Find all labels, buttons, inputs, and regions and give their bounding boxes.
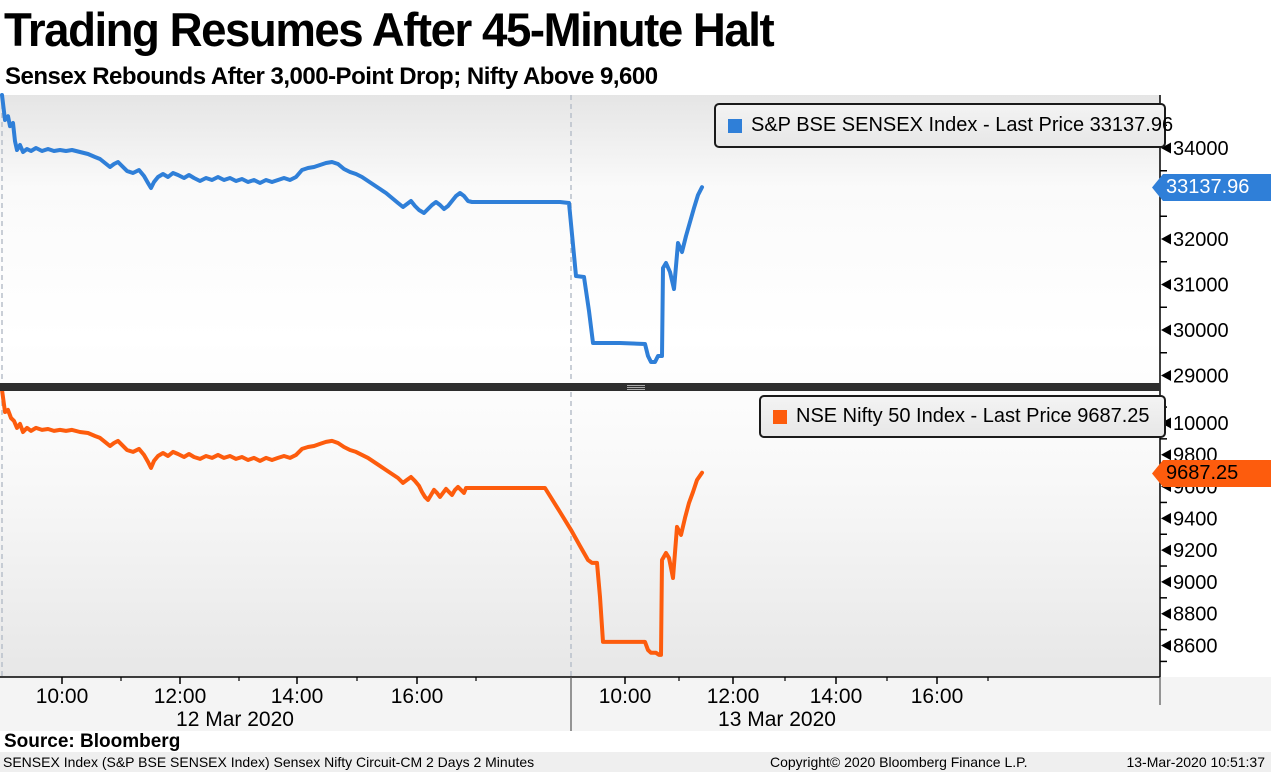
- x-axis-strip: [0, 677, 1271, 731]
- y-tick-label: 10000: [1173, 413, 1229, 435]
- x-tick-label: 12:00: [154, 685, 207, 708]
- footer-timestamp: 13-Mar-2020 10:51:37: [1126, 754, 1265, 770]
- legend-nifty[interactable]: NSE Nifty 50 Index - Last Price 9687.25: [759, 395, 1166, 438]
- y-tick-label: 31000: [1173, 274, 1229, 296]
- sensex-last-price-flag: 33137.96: [1152, 174, 1271, 201]
- y-tick-label: 8600: [1173, 636, 1218, 658]
- y-tick-arrow-icon: [1161, 576, 1171, 588]
- panel-divider: [0, 383, 1160, 391]
- legend-sensex-label: S&P BSE SENSEX Index - Last Price 33137.…: [751, 114, 1174, 136]
- y-tick-arrow-icon: [1161, 449, 1171, 461]
- nifty-last-price-flag: 9687.25: [1152, 460, 1271, 487]
- legend-sensex[interactable]: S&P BSE SENSEX Index - Last Price 33137.…: [714, 103, 1173, 148]
- y-tick-arrow-icon: [1161, 608, 1171, 620]
- y-tick-arrow-icon: [1161, 544, 1171, 556]
- x-tick-label: 14:00: [271, 685, 324, 708]
- y-tick-label: 9200: [1173, 540, 1218, 562]
- legend-nifty-label: NSE Nifty 50 Index - Last Price 9687.25: [796, 405, 1150, 427]
- footer-chart-description: SENSEX Index (S&P BSE SENSEX Index) Sens…: [3, 754, 535, 770]
- x-tick-label: 10:00: [36, 685, 89, 708]
- x-tick-label: 16:00: [391, 685, 444, 708]
- panel-splitter-handle[interactable]: [627, 384, 645, 390]
- y-tick-arrow-icon: [1161, 233, 1171, 245]
- y-tick-arrow-icon: [1161, 142, 1171, 154]
- x-tick-label: 14:00: [810, 685, 863, 708]
- nifty-swatch-icon: [773, 409, 787, 424]
- x-date-label: 13 Mar 2020: [718, 708, 836, 731]
- y-tick-label: 8800: [1173, 604, 1218, 626]
- sensex-swatch-icon: [728, 118, 742, 133]
- y-tick-label: 9400: [1173, 508, 1218, 530]
- y-tick-arrow-icon: [1161, 278, 1171, 290]
- y-tick-arrow-icon: [1161, 640, 1171, 652]
- y-tick-label: 9000: [1173, 572, 1218, 594]
- y-tick-arrow-icon: [1161, 369, 1171, 381]
- footer-copyright: Copyright© 2020 Bloomberg Finance L.P.: [770, 754, 1028, 770]
- y-tick-label: 34000: [1173, 138, 1229, 160]
- x-tick-label: 10:00: [599, 685, 652, 708]
- y-tick-arrow-icon: [1161, 512, 1171, 524]
- sensex-price-line: [0, 93, 704, 364]
- y-tick-label: 29000: [1173, 365, 1229, 387]
- footer-strip: SENSEX Index (S&P BSE SENSEX Index) Sens…: [0, 752, 1271, 772]
- y-tick-arrow-icon: [1161, 324, 1171, 336]
- y-tick-label: 32000: [1173, 229, 1229, 251]
- source-label: Source: Bloomberg: [4, 731, 181, 752]
- x-tick-label: 16:00: [911, 685, 964, 708]
- nifty-price-line: [0, 387, 704, 657]
- page-title: Trading Resumes After 45-Minute Halt: [4, 3, 775, 56]
- y-tick-arrow-icon: [1161, 417, 1171, 429]
- page-subtitle: Sensex Rebounds After 3,000-Point Drop; …: [5, 63, 658, 90]
- x-tick-label: 12:00: [707, 685, 760, 708]
- x-date-label: 12 Mar 2020: [176, 708, 294, 731]
- y-tick-label: 30000: [1173, 320, 1229, 342]
